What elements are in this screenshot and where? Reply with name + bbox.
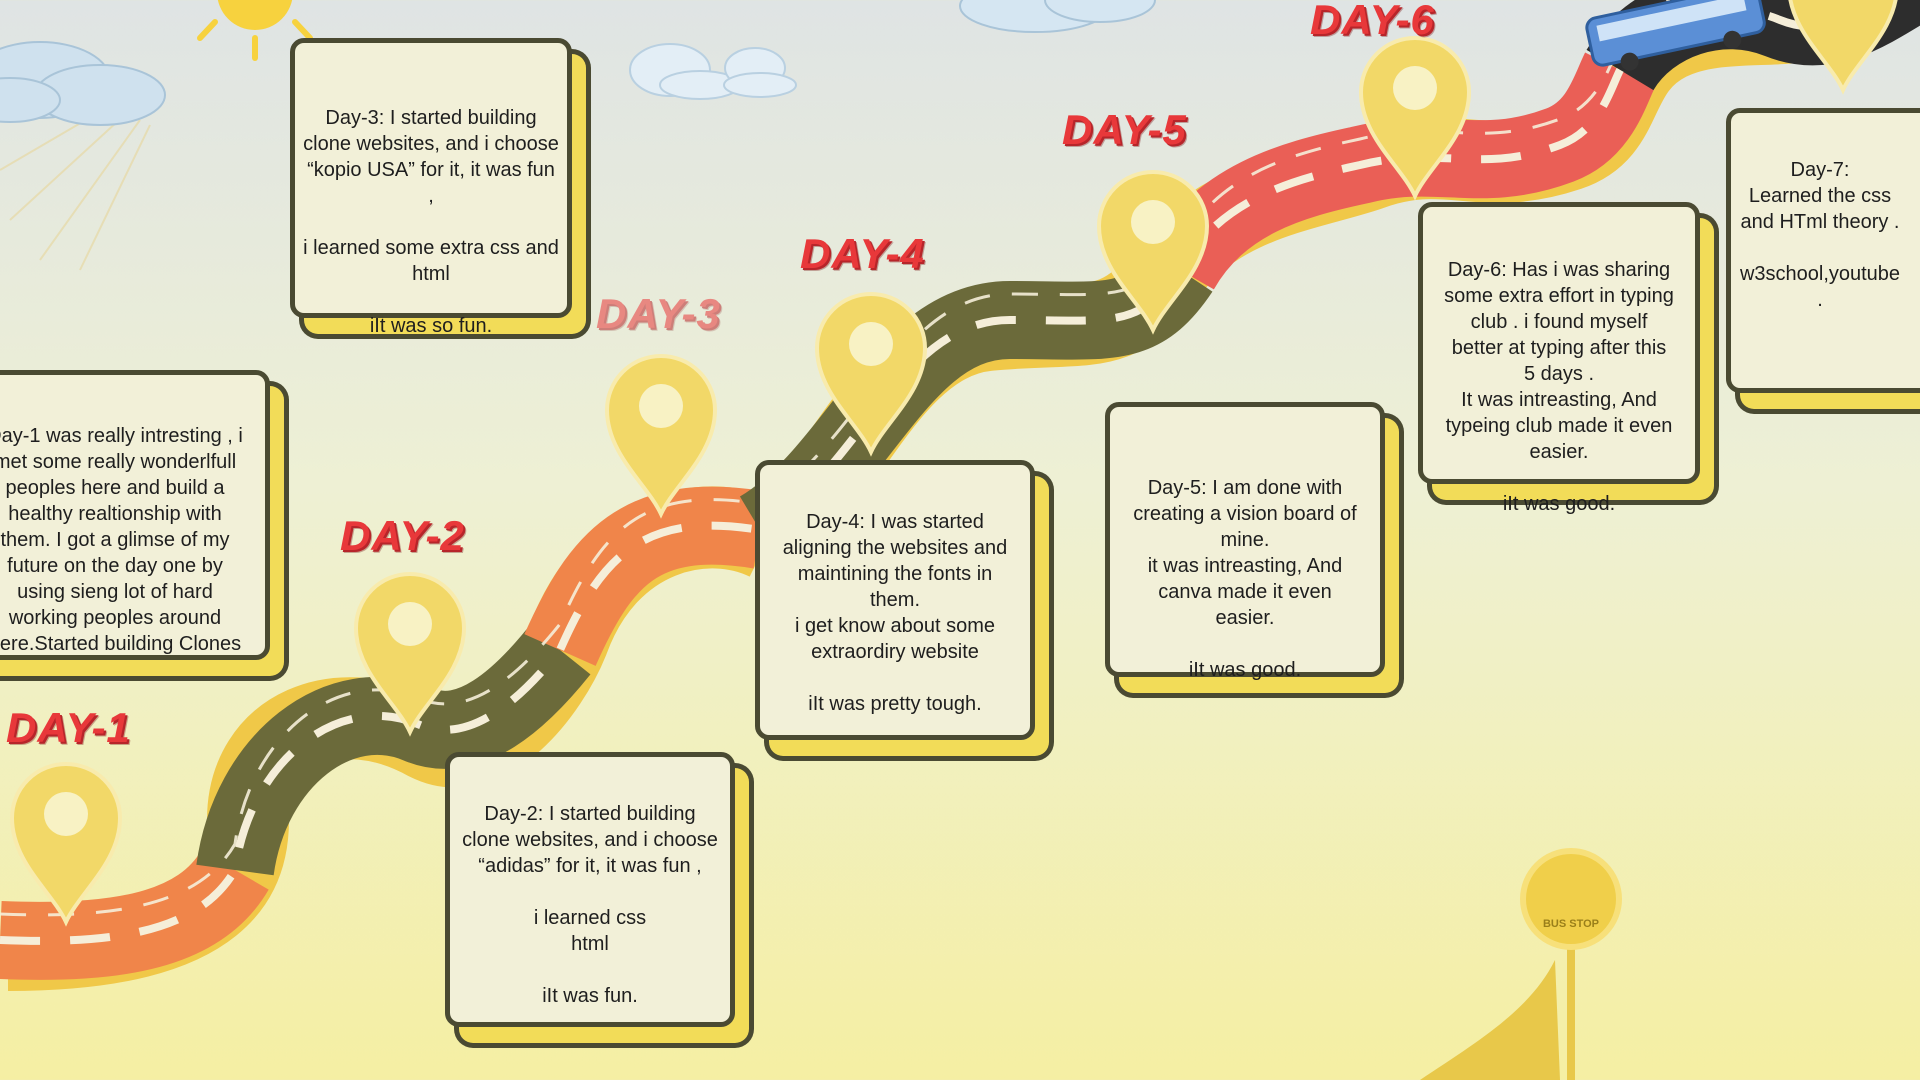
day-3-card: Day-3: I started building clone websites… (290, 38, 572, 337)
bus-icon (1585, 0, 1766, 71)
sun-icon (197, 0, 313, 61)
bus-stop-sign: BUS STOP (1520, 848, 1622, 950)
day-7-card-text: Day-7: Learned the css and HTml theory .… (1739, 159, 1901, 311)
day-label-6: DAY-6 (1310, 0, 1435, 43)
day-label-3: DAY-3 (596, 290, 721, 337)
day-7-card: Day-7: Learned the css and HTml theory .… (1726, 108, 1920, 393)
location-pin-icon (1358, 36, 1472, 201)
day-2-card: Day-2: I started building clone websites… (445, 752, 735, 1027)
day-label-4: DAY-4 (800, 230, 925, 277)
day-label-2: DAY-2 (340, 512, 465, 559)
day-label-1: DAY-1 (6, 704, 131, 751)
day-4-card: Day-4: I was started aligning the websit… (755, 460, 1035, 740)
cloud-icon (629, 43, 797, 100)
day-5-card: Day-5: I am done with creating a vision … (1105, 402, 1385, 681)
day-6-card: Day-6: Has i was sharing some extra effo… (1418, 202, 1700, 515)
location-pin-icon (1788, 0, 1898, 95)
day-5-card-text: Day-5: I am done with creating a vision … (1133, 477, 1357, 681)
location-pin-icon (1096, 170, 1210, 335)
bus-stop-label: BUS STOP (1542, 918, 1600, 930)
sun-rays (0, 99, 151, 271)
day-2-card-text: Day-2: I started building clone websites… (462, 803, 718, 1007)
day-label-5: DAY-5 (1062, 106, 1187, 153)
day-4-card-text: Day-4: I was started aligning the websit… (782, 511, 1008, 715)
cloud-icon (959, 0, 1156, 33)
location-pin-icon (814, 292, 928, 457)
day-3-card-text: Day-3: I started building clone websites… (303, 107, 559, 337)
bus-stop-pole (1420, 940, 1575, 1080)
day-6-card-text: Day-6: Has i was sharing some extra effo… (1444, 259, 1674, 515)
day-1-card-text: Day-1 was really intresting , i met some… (0, 425, 243, 655)
location-pin-icon (9, 762, 123, 927)
location-pin-icon (353, 572, 467, 737)
cloud-icon (0, 41, 166, 126)
day-1-card: Day-1 was really intresting , i met some… (0, 370, 270, 660)
location-pin-icon (604, 354, 718, 519)
